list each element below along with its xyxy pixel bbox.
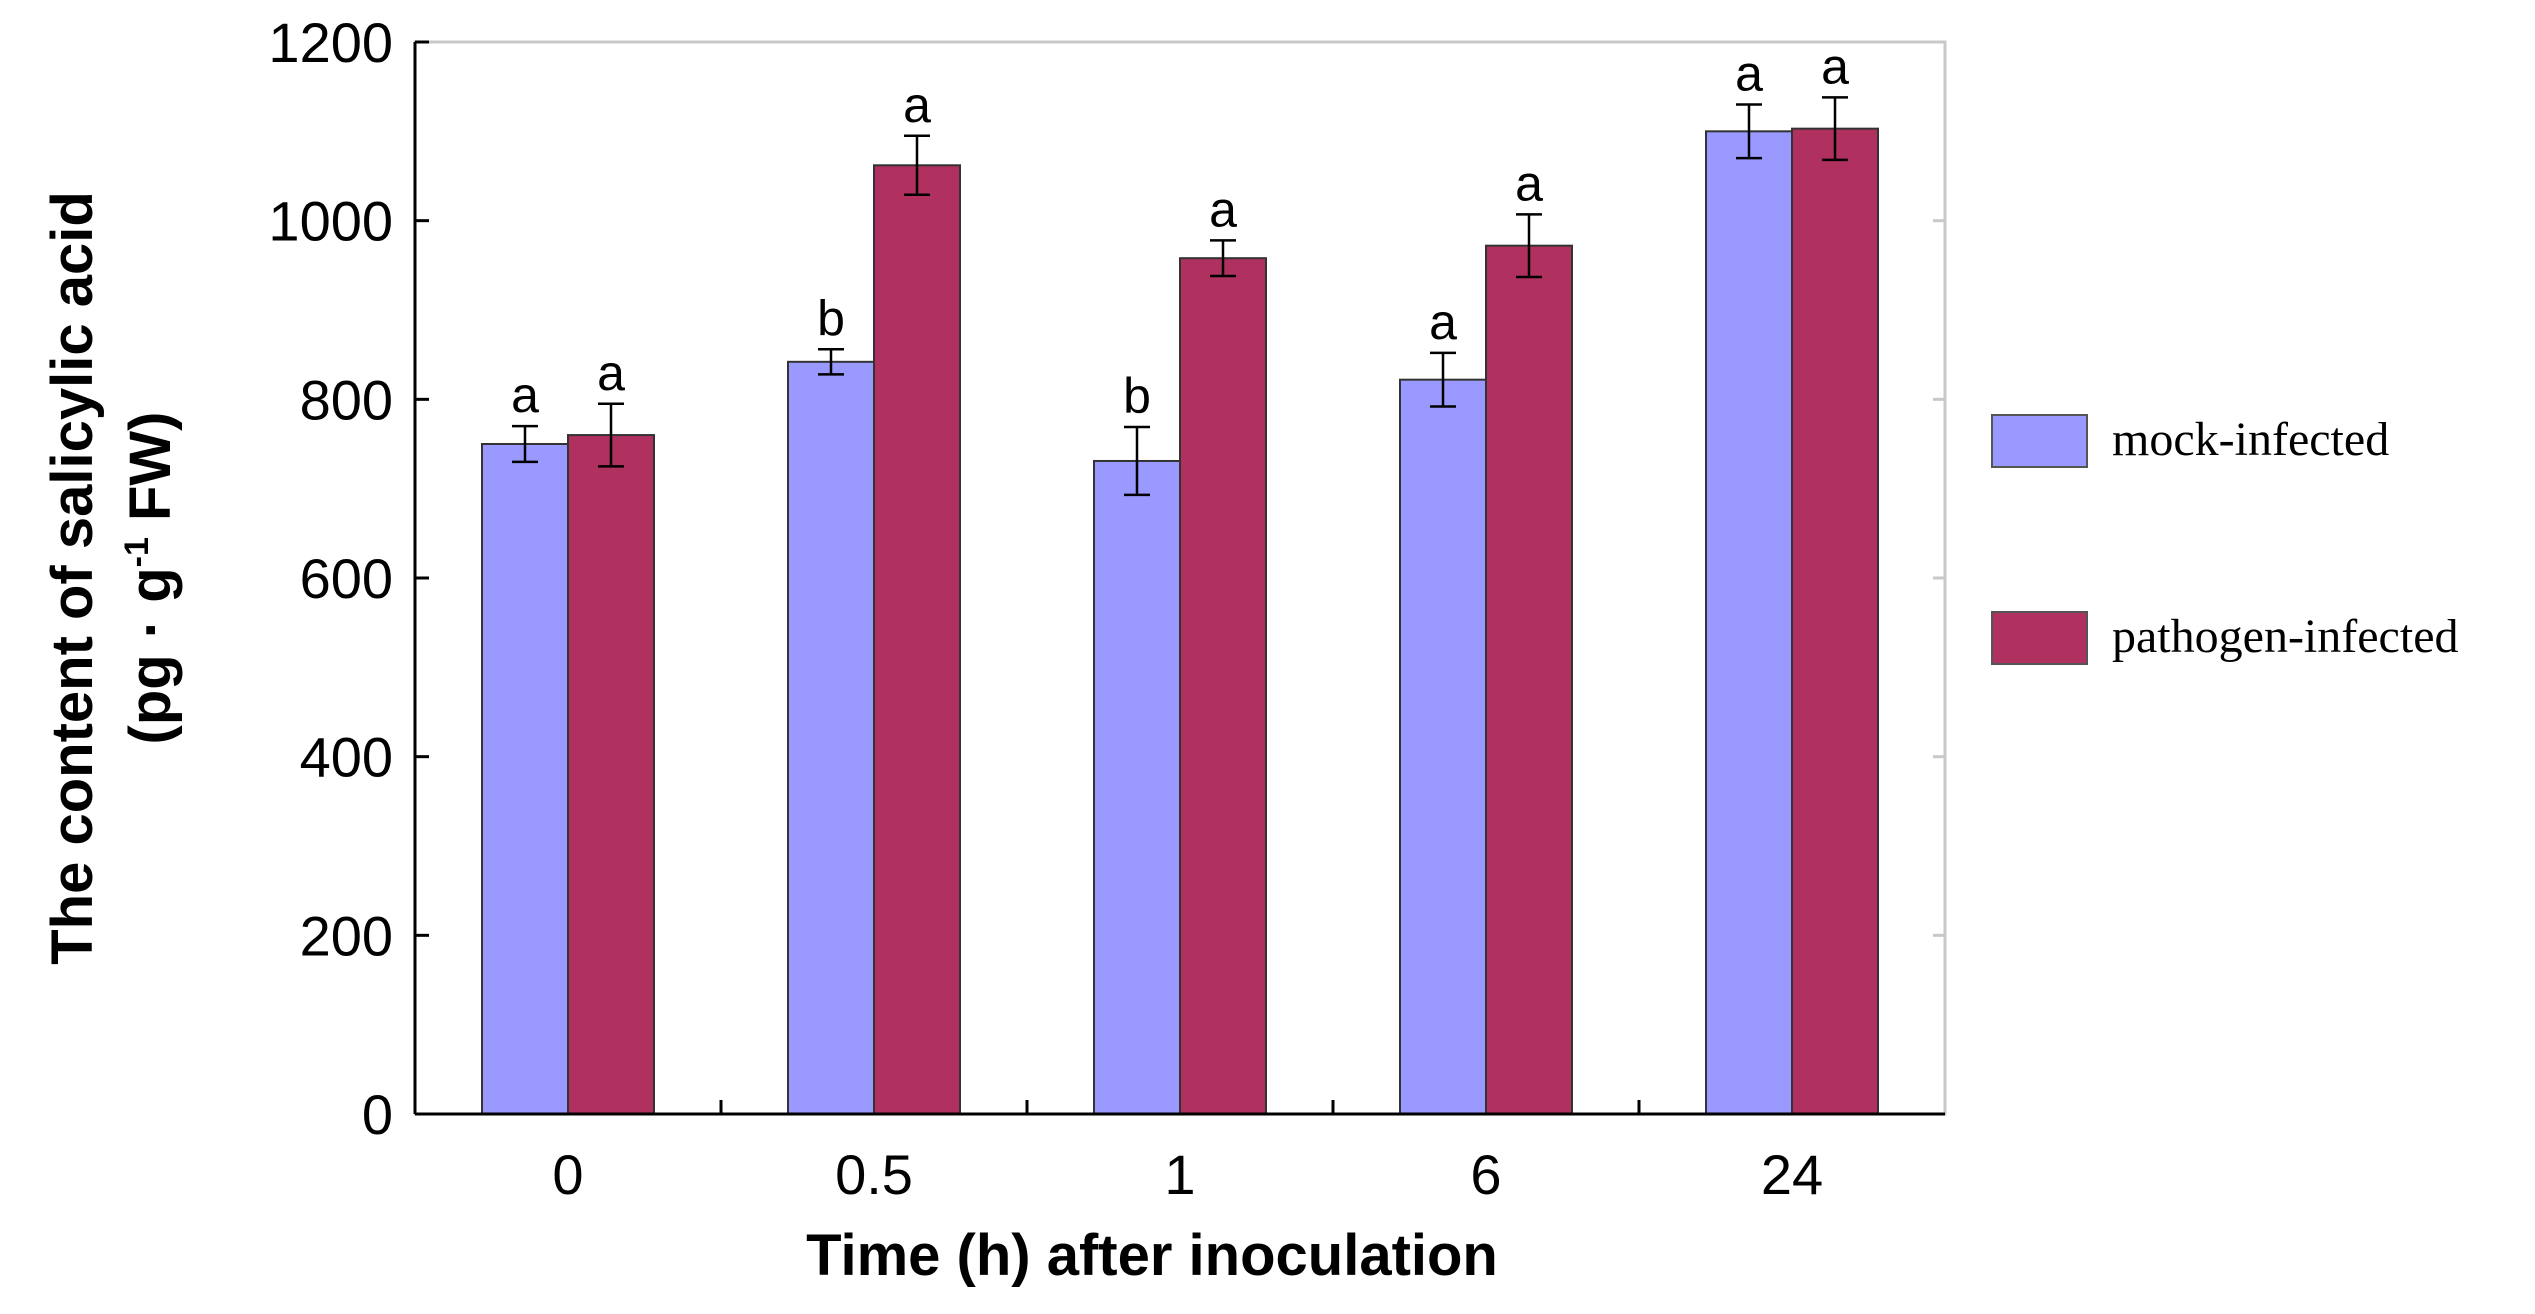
x-tick-label: 0.5 [835, 1143, 913, 1206]
significance-label: a [1735, 46, 1763, 102]
significance-label: a [1515, 155, 1543, 211]
bar-mock-infected [1705, 130, 1793, 1116]
x-tick-label: 24 [1761, 1143, 1823, 1206]
bar-mock-infected [787, 360, 875, 1115]
significance-label: a [511, 367, 539, 423]
bar-pathogen-infected [1179, 257, 1267, 1116]
legend-swatch-pathogen [1991, 611, 2088, 665]
significance-label: b [817, 290, 845, 346]
legend: mock-infected pathogen-infected [1991, 413, 2459, 665]
x-tick-label: 0 [552, 1143, 583, 1206]
y-tick-label: 1200 [268, 11, 393, 74]
y-tick-label: 0 [362, 1083, 393, 1146]
bar-mock-infected [481, 443, 569, 1115]
y-tick-label: 400 [300, 726, 393, 789]
significance-label: a [597, 345, 625, 401]
superscript: -1 [118, 537, 156, 567]
significance-label: b [1123, 368, 1151, 424]
significance-label: a [1209, 181, 1237, 237]
y-axis-title: The content of salicylic acid (pg · g-1 … [40, 191, 183, 965]
significance-label: a [1821, 38, 1849, 94]
y-axis-title-line2: (pg · g-1 FW) [118, 412, 183, 745]
tick-marks [415, 40, 1945, 1116]
significance-label: a [903, 77, 931, 133]
y-axis-title-line1: The content of salicylic acid [40, 191, 105, 965]
y-tick-label: 200 [300, 904, 393, 967]
bar-pathogen-infected [1485, 244, 1573, 1115]
axis-labels: 0 200 400 600 800 1000 1200 0 a a 0.5 b a 1 b a 6 a a 24 a a [268, 11, 1849, 1206]
bar-mock-infected [1093, 459, 1181, 1115]
legend-label-mock: mock-infected [2112, 413, 2389, 466]
y-tick-label: 800 [300, 368, 393, 431]
bars [481, 96, 1879, 1116]
x-tick-label: 1 [1164, 1143, 1195, 1206]
legend-swatch-mock [1991, 414, 2088, 468]
x-tick-label: 6 [1470, 1143, 1501, 1206]
bar-pathogen-infected [1791, 127, 1879, 1116]
bar-pathogen-infected [873, 164, 961, 1115]
legend-label-pathogen: pathogen-infected [2112, 610, 2459, 663]
significance-label: a [1429, 294, 1457, 350]
y-tick-label: 1000 [268, 190, 393, 253]
bar-pathogen-infected [567, 434, 655, 1116]
bar-mock-infected [1399, 378, 1487, 1115]
y-tick-label: 600 [300, 547, 393, 610]
x-axis-title: Time (h) after inoculation [806, 1223, 1498, 1288]
